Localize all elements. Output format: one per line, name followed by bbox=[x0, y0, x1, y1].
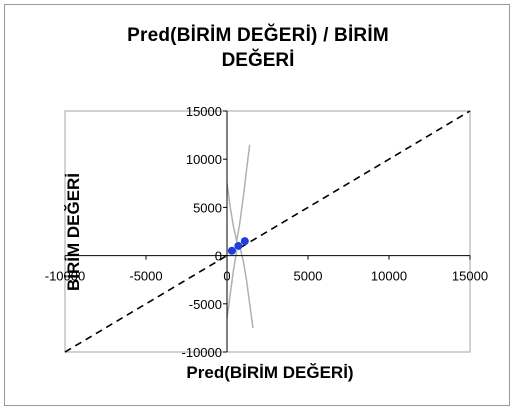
x-tick-label: -10000 bbox=[45, 269, 85, 284]
y-tick-label: -5000 bbox=[189, 297, 222, 312]
confidence-curve-lower-left bbox=[226, 250, 238, 319]
chart-title: Pred(BİRİM DEĞERİ) / BİRİM bbox=[127, 25, 389, 46]
y-tick-label: 0 bbox=[215, 249, 222, 264]
confidence-curve-upper-right bbox=[235, 144, 251, 242]
y-tick-label: -10000 bbox=[182, 345, 222, 360]
y-axis-label: BİRİM DEĞERİ bbox=[64, 173, 83, 291]
data-points bbox=[227, 237, 249, 255]
x-axis-label: Pred(BİRİM DEĞERİ) bbox=[186, 363, 353, 382]
x-tick-label: 10000 bbox=[371, 269, 407, 284]
confidence-curve-lower-right bbox=[239, 247, 254, 328]
x-ticks: -10000 -5000 0 5000 10000 15000 bbox=[45, 255, 488, 284]
confidence-curves bbox=[226, 144, 254, 328]
x-tick-label: 0 bbox=[223, 269, 230, 284]
y-tick-label: 15000 bbox=[186, 104, 222, 119]
data-point bbox=[240, 237, 249, 246]
x-tick-label: -5000 bbox=[129, 269, 162, 284]
x-tick-label: 15000 bbox=[452, 269, 488, 284]
y-tick-label: 10000 bbox=[186, 152, 222, 167]
reference-line bbox=[64, 110, 471, 353]
plot-area bbox=[64, 110, 471, 353]
data-point bbox=[234, 241, 243, 250]
data-point bbox=[227, 246, 236, 255]
chart-title-line2: DEĞERİ bbox=[221, 50, 295, 71]
x-tick-label: 5000 bbox=[294, 269, 323, 284]
y-tick-label: 5000 bbox=[193, 200, 222, 215]
confidence-curve-upper-left bbox=[226, 183, 241, 249]
